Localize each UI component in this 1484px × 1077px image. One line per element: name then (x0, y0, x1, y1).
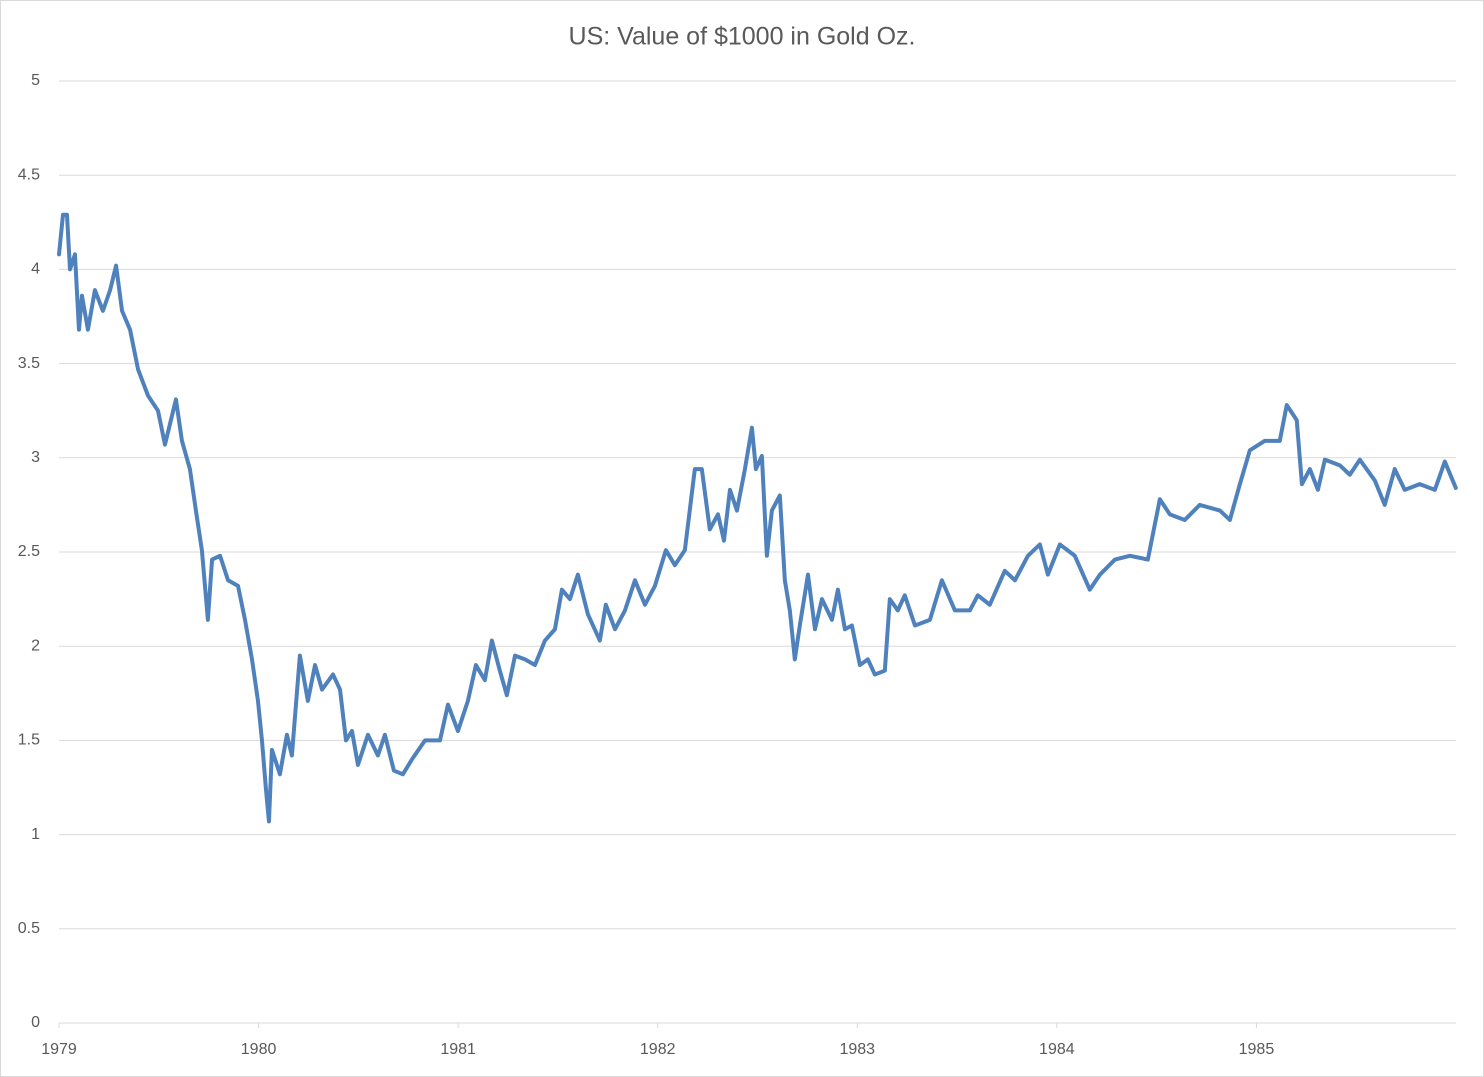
y-tick-label: 5 (31, 72, 40, 89)
x-tick-label: 1981 (440, 1041, 476, 1058)
x-tick-label: 1982 (640, 1041, 676, 1058)
y-tick-label: 2 (31, 637, 40, 654)
y-tick-label: 4.5 (18, 166, 40, 183)
data-line (57, 212, 1458, 824)
x-tick-label: 1979 (41, 1041, 77, 1058)
y-tick-label: 4 (31, 261, 40, 278)
x-tick-label: 1983 (839, 1041, 875, 1058)
y-tick-label: 2.5 (18, 543, 40, 560)
y-tick-label: 3 (31, 449, 40, 466)
y-tick-label: 1 (31, 826, 40, 843)
x-tick-label: 1985 (1239, 1041, 1275, 1058)
y-tick-label: 1.5 (18, 732, 40, 749)
x-tick-label: 1984 (1039, 1041, 1075, 1058)
chart-title: US: Value of $1000 in Gold Oz. (569, 23, 916, 51)
y-tick-label: 0 (31, 1014, 40, 1031)
y-tick-label: 0.5 (18, 920, 40, 937)
y-tick-label: 3.5 (18, 355, 40, 372)
x-tick-label: 1980 (241, 1041, 277, 1058)
